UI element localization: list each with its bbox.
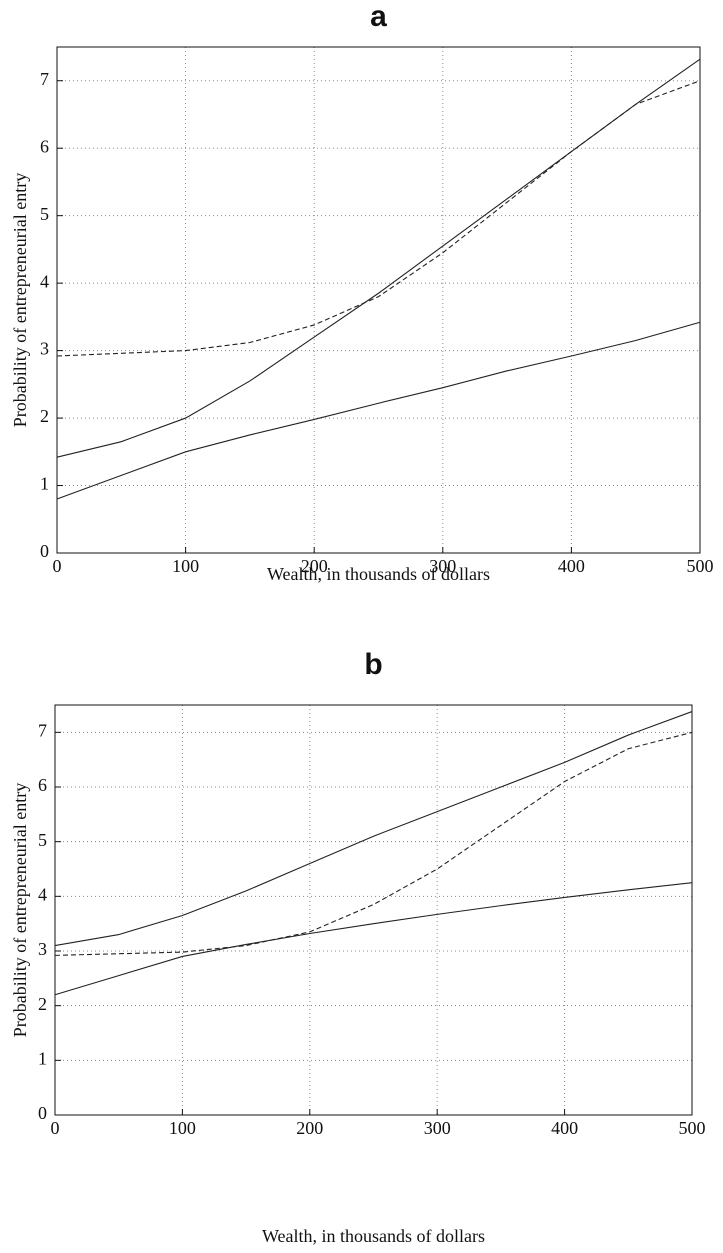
- y-tick-label: 7: [40, 69, 49, 89]
- data-line: [56, 58, 701, 458]
- chart-title: a: [370, 0, 387, 33]
- x-tick-label: 500: [679, 1118, 706, 1138]
- y-tick-label: 1: [38, 1048, 47, 1068]
- x-tick-label: 200: [296, 1118, 323, 1138]
- y-tick-label: 0: [38, 1103, 47, 1123]
- y-tick-label: 4: [38, 884, 47, 904]
- x-tick-label: 0: [53, 556, 62, 576]
- y-axis-label: Probability of entrepreneurial entry: [10, 783, 30, 1037]
- data-line: [54, 882, 693, 996]
- plot-frame: [56, 46, 701, 554]
- y-tick-label: 2: [40, 406, 49, 426]
- data-line: [54, 731, 693, 956]
- x-tick-label: 400: [551, 1118, 578, 1138]
- x-tick-label: 200: [301, 556, 328, 576]
- x-tick-label: 100: [169, 1118, 196, 1138]
- y-tick-label: 3: [38, 939, 47, 959]
- y-tick-label: 5: [40, 204, 49, 224]
- data-line: [56, 80, 701, 357]
- x-tick-label: 400: [558, 556, 585, 576]
- data-line: [54, 711, 693, 947]
- y-tick-label: 3: [40, 339, 49, 359]
- y-tick-label: 0: [40, 541, 49, 561]
- y-tick-label: 7: [38, 720, 47, 740]
- x-axis-label: Wealth, in thousands of dollars: [262, 1226, 485, 1246]
- y-tick-label: 6: [40, 136, 49, 156]
- plot-frame: [54, 704, 693, 1116]
- y-tick-label: 4: [40, 271, 49, 291]
- data-line: [56, 321, 701, 500]
- y-tick-label: 6: [38, 775, 47, 795]
- x-tick-label: 300: [424, 1118, 451, 1138]
- y-tick-label: 1: [40, 474, 49, 494]
- x-axis-label: Wealth, in thousands of dollars: [267, 564, 490, 584]
- y-tick-label: 5: [38, 830, 47, 850]
- x-tick-label: 100: [172, 556, 199, 576]
- chart-title: b: [364, 648, 382, 681]
- y-axis-label: Probability of entrepreneurial entry: [10, 173, 30, 427]
- x-tick-label: 300: [429, 556, 456, 576]
- x-tick-label: 0: [51, 1118, 60, 1138]
- x-tick-label: 500: [687, 556, 714, 576]
- y-tick-label: 2: [38, 994, 47, 1014]
